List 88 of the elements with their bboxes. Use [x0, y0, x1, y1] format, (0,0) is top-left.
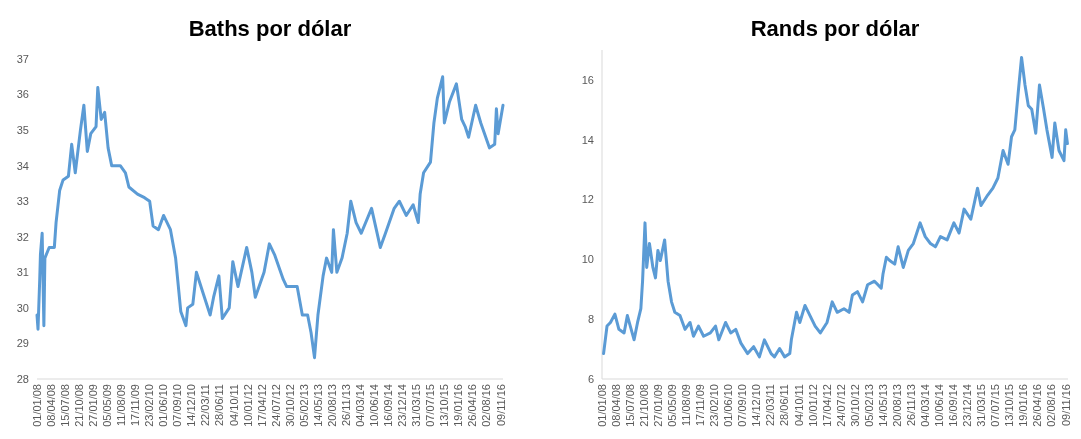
y-tick-label: 33: [16, 195, 29, 208]
chart-title: Baths por dólar: [188, 16, 352, 41]
x-tick-label: 01/06/10: [157, 384, 170, 427]
x-tick-label: 22/03/11: [199, 384, 212, 427]
x-tick-label: 07/07/15: [989, 384, 1002, 427]
x-tick-label: 09/11/16: [1059, 384, 1072, 427]
x-tick-label: 13/10/15: [438, 384, 451, 427]
x-tick-label: 21/10/08: [72, 384, 85, 427]
x-tick-label: 10/01/12: [806, 384, 819, 427]
x-tick-label: 24/07/12: [269, 384, 282, 427]
y-tick-label: 31: [16, 266, 29, 279]
y-tick-label: 36: [16, 88, 29, 101]
y-tick-label: 37: [16, 52, 29, 65]
x-tick-label: 26/04/16: [1031, 384, 1044, 427]
x-tick-label: 16/09/14: [947, 384, 960, 427]
x-tick-label: 04/03/14: [353, 384, 366, 427]
x-tick-label: 30/10/12: [848, 384, 861, 427]
x-tick-label: 27/01/09: [652, 384, 665, 427]
y-tick-label: 6: [587, 372, 594, 385]
x-tick-label: 01/06/10: [722, 384, 735, 427]
x-tick-label: 05/05/09: [666, 384, 679, 427]
x-tick-label: 14/12/10: [185, 384, 198, 427]
x-tick-label: 23/12/14: [961, 384, 974, 427]
x-tick-label: 01/01/08: [30, 384, 43, 427]
x-tick-label: 10/06/14: [932, 384, 945, 427]
x-tick-label: 31/03/15: [975, 384, 988, 427]
y-tick-label: 32: [16, 230, 29, 243]
x-tick-label: 10/06/14: [367, 384, 380, 427]
y-tick-label: 30: [16, 301, 29, 314]
x-tick-label: 04/03/14: [918, 384, 931, 427]
x-tick-label: 05/02/13: [862, 384, 875, 427]
x-tick-label: 02/08/16: [480, 384, 493, 427]
x-tick-label: 21/10/08: [637, 384, 650, 427]
x-tick-label: 23/02/10: [143, 384, 156, 427]
x-tick-label: 08/04/08: [609, 384, 622, 427]
x-tick-label: 27/01/09: [87, 384, 100, 427]
x-tick-label: 17/11/09: [694, 384, 707, 427]
x-tick-label: 13/10/15: [1003, 384, 1016, 427]
x-tick-label: 09/11/16: [494, 384, 507, 427]
x-tick-label: 23/02/10: [708, 384, 721, 427]
x-tick-label: 04/10/11: [792, 384, 805, 427]
line-series: [602, 55, 1069, 359]
y-tick-label: 34: [16, 159, 29, 172]
x-tick-label: 14/05/13: [311, 384, 324, 427]
x-tick-label: 26/11/13: [904, 384, 917, 427]
x-tick-label: 15/07/08: [623, 384, 636, 427]
x-tick-label: 20/08/13: [890, 384, 903, 427]
y-tick-label: 14: [581, 133, 594, 146]
y-tick-label: 10: [581, 253, 594, 266]
x-tick-label: 08/04/08: [44, 384, 57, 427]
x-tick-label: 17/11/09: [129, 384, 142, 427]
x-tick-label: 31/03/15: [410, 384, 423, 427]
y-tick-label: 35: [16, 123, 29, 136]
y-tick-label: 16: [581, 73, 594, 86]
x-tick-label: 28/06/11: [213, 384, 226, 427]
line-series: [35, 75, 505, 360]
x-tick-label: 17/04/12: [255, 384, 268, 427]
x-tick-label: 07/07/15: [424, 384, 437, 427]
x-tick-label: 24/07/12: [834, 384, 847, 427]
x-tick-label: 05/05/09: [101, 384, 114, 427]
x-tick-label: 17/04/12: [820, 384, 833, 427]
x-tick-label: 07/09/10: [171, 384, 184, 427]
x-tick-label: 01/01/08: [595, 384, 608, 427]
x-tick-label: 16/09/14: [382, 384, 395, 427]
x-tick-label: 28/06/11: [778, 384, 791, 427]
x-tick-label: 14/05/13: [876, 384, 889, 427]
x-tick-label: 22/03/11: [764, 384, 777, 427]
x-tick-label: 19/01/16: [1017, 384, 1030, 427]
y-tick-label: 28: [16, 372, 29, 385]
x-tick-label: 23/12/14: [396, 384, 409, 427]
y-tick-label: 8: [587, 313, 594, 326]
chart-title: Rands por dólar: [750, 16, 920, 41]
x-tick-label: 14/12/10: [750, 384, 763, 427]
x-tick-label: 10/01/12: [241, 384, 254, 427]
y-tick-label: 29: [16, 337, 29, 350]
x-tick-label: 26/04/16: [466, 384, 479, 427]
x-tick-label: 04/10/11: [227, 384, 240, 427]
x-tick-label: 30/10/12: [283, 384, 296, 427]
x-tick-label: 05/02/13: [297, 384, 310, 427]
x-tick-label: 15/07/08: [58, 384, 71, 427]
x-tick-label: 07/09/10: [736, 384, 749, 427]
x-tick-label: 20/08/13: [325, 384, 338, 427]
x-tick-label: 26/11/13: [339, 384, 352, 427]
x-tick-label: 02/08/16: [1045, 384, 1058, 427]
x-tick-label: 11/08/09: [680, 384, 693, 427]
x-tick-label: 19/01/16: [452, 384, 465, 427]
y-tick-label: 12: [581, 193, 594, 206]
x-tick-label: 11/08/09: [115, 384, 128, 427]
